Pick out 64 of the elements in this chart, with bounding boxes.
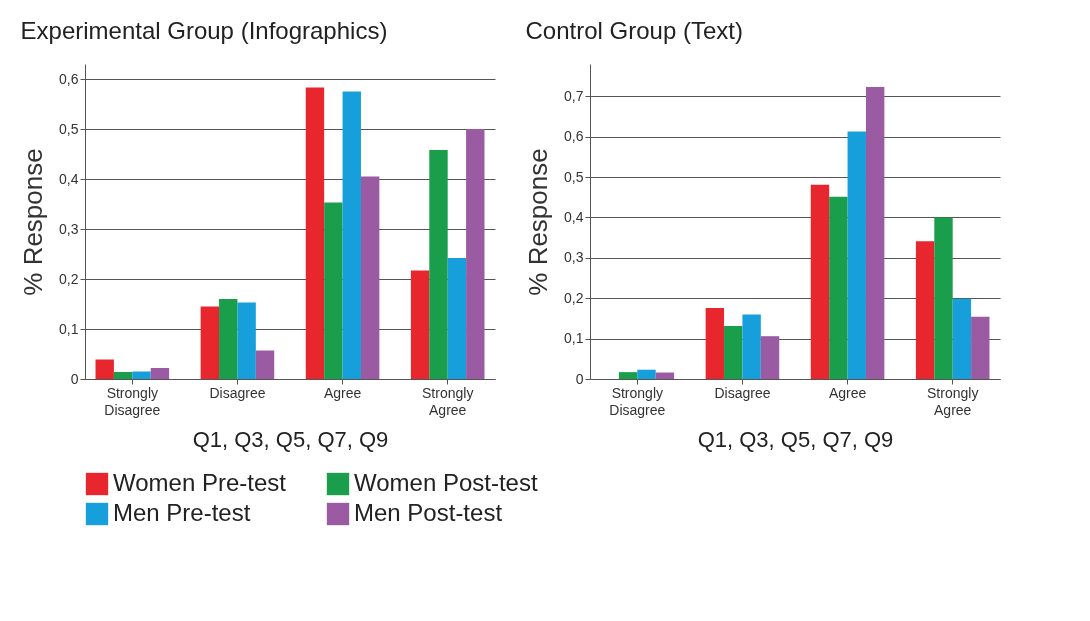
x-axis-title: Q1, Q3, Q5, Q7, Q9 [697,426,894,452]
bar [219,299,238,379]
bar [150,368,170,379]
y-axis-title: % Response [523,148,554,296]
bar [915,241,935,379]
bar [742,314,761,379]
bar [865,87,885,379]
y-tick-label: 0,1 [564,330,584,347]
y-tick-label: 0,5 [59,120,79,137]
x-axis-title: Q1, Q3, Q5, Q7, Q9 [192,426,389,452]
bar [342,91,361,379]
bar [618,372,638,379]
bar [255,350,275,379]
bar [810,184,830,379]
bar [360,176,380,379]
y-tick-label: 0 [575,370,584,387]
bar [724,326,743,379]
x-tick-label: Strongly Disagree [104,384,161,418]
bar [847,131,866,379]
x-tick-label: Strongly Agree [422,384,474,418]
bar [952,298,972,379]
y-tick-label: 0,6 [59,70,79,87]
y-tick-label: 0,4 [564,208,584,225]
y-tick-label: 0,3 [564,249,584,266]
y-tick-label: 0,2 [59,270,79,287]
y-tick-label: 0,1 [59,320,79,337]
chart-title: Control Group (Text) [525,17,743,44]
x-tick-label: Disagree [714,384,771,401]
bar [760,336,780,379]
bar [429,150,448,379]
bar [466,129,485,379]
bar [132,371,151,379]
chart-title: Experimental Group (Infographics) [20,17,388,44]
legend-label: Women Post-test [354,469,538,496]
bar [971,316,990,379]
bar [655,372,675,379]
y-tick-label: 0,7 [564,87,584,104]
bar [829,196,848,379]
x-tick-label: Agree [323,384,362,401]
y-axis-title: % Response [18,148,49,296]
x-tick-label: Strongly Disagree [609,384,666,418]
y-tick-label: 0,6 [564,128,584,145]
bar [410,270,430,379]
legend-label: Men Pre-test [113,499,251,526]
y-tick-label: 0 [70,370,79,387]
x-tick-label: Agree [828,384,867,401]
bar [934,217,953,379]
bar [305,87,325,379]
bar [447,258,467,379]
x-tick-label: Disagree [209,384,266,401]
bar [200,306,220,379]
bar [113,372,133,379]
legend-label: Women Pre-test [113,469,287,496]
y-tick-label: 0,5 [564,168,584,185]
bar [705,307,725,379]
y-tick-label: 0,4 [59,170,79,187]
y-tick-label: 0,3 [59,220,79,237]
bar [237,302,256,379]
x-tick-label: Strongly Agree [927,384,979,418]
legend-label: Men Post-test [354,499,503,526]
bar [95,359,114,379]
y-tick-label: 0,2 [564,289,584,306]
bar [637,369,656,379]
bar [324,202,343,379]
